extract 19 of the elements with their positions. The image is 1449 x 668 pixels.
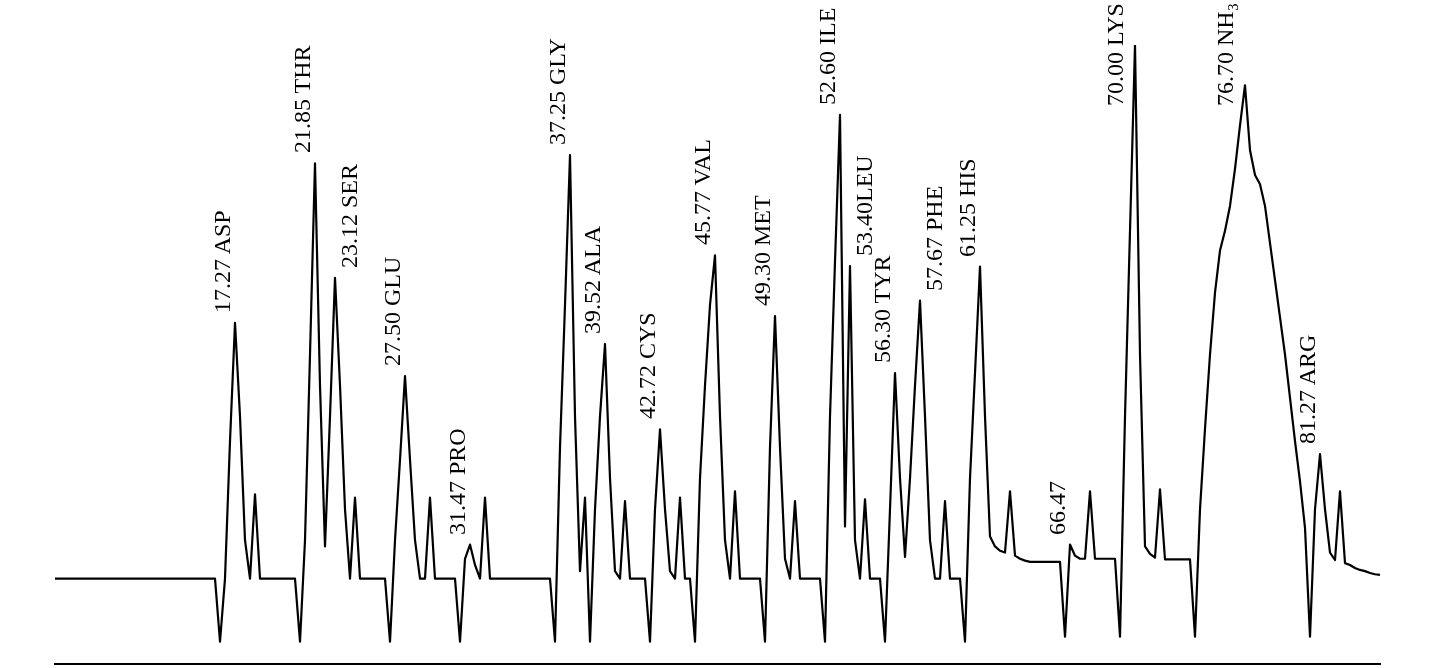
annotation: 53.40LEU	[851, 155, 877, 256]
annotation: 70.00 LYS	[1102, 3, 1128, 106]
annotation: 49.30 MET	[749, 195, 775, 307]
annotation: 39.52 ALA	[579, 225, 605, 334]
annotation: 57.67 PHE	[921, 185, 947, 291]
annotation: 27.50 GLU	[379, 256, 405, 367]
annotation: 17.27 ASP	[209, 210, 235, 313]
annotation: 45.77 VAL	[689, 139, 715, 246]
annotation: 21.85 THR	[289, 45, 315, 154]
annotation: 56.30 TYR	[869, 255, 895, 364]
annotation: 37.25 GLY	[544, 38, 570, 146]
annotation: 23.12 SER	[336, 163, 362, 268]
annotation: 76.70 NH₃	[1212, 3, 1238, 107]
annotation: 81.27 ARG	[1294, 334, 1320, 445]
annotation: 52.60 ILE	[814, 7, 840, 105]
annotation: 61.25 HIS	[954, 157, 980, 257]
annotation: 31.47 PRO	[444, 427, 470, 535]
annotation: 42.72 CYS	[634, 312, 660, 420]
annotation: 66.47	[1044, 480, 1070, 535]
